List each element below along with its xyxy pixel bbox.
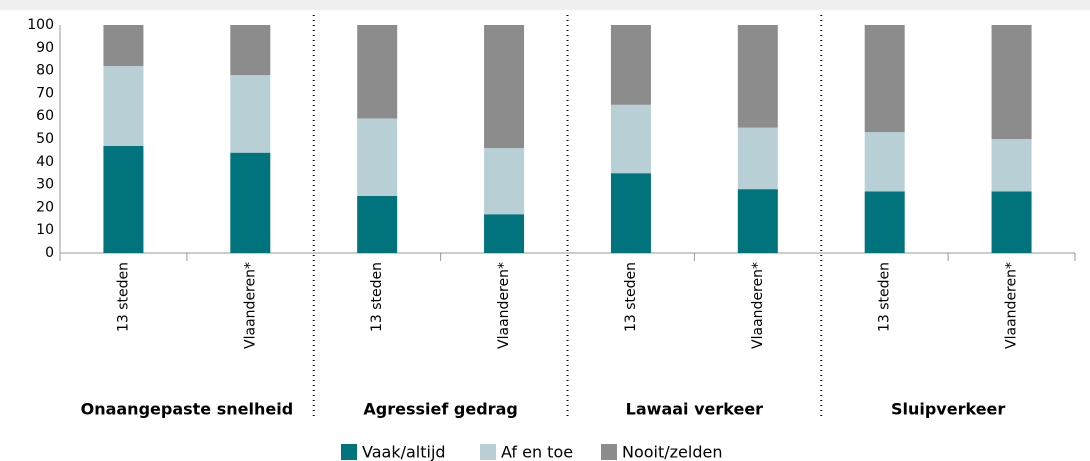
legend-swatch [601,444,617,460]
legend-label: Af en toe [501,443,573,461]
y-tick-label: 10 [36,222,54,238]
bar-segment [103,66,144,146]
group-label: Onaangepaste snelheid [81,400,294,419]
group-label: Lawaai verkeer [626,400,764,419]
group-label: Sluipverkeer [891,400,1005,419]
bar-segment [610,173,651,253]
y-tick-label: 0 [45,245,54,261]
bar-segment [484,214,525,253]
bar-segment [991,191,1032,253]
bar-segment [864,191,905,253]
x-tick-label: Vlaanderen* [1004,262,1020,349]
bar-segment [484,148,525,215]
bar-segment [737,189,778,253]
x-tick-label: 13 steden [115,262,131,332]
bar-segment [610,25,651,105]
bar-segment [103,145,144,253]
y-tick-label: 70 [36,85,54,101]
bar-segment [230,75,271,153]
bar-segment [230,152,271,253]
x-tick-label: Vlaanderen* [496,262,512,349]
bar-segment [737,25,778,128]
x-tick-label: 13 steden [623,262,639,332]
bar-segment [610,104,651,174]
x-tick-label: Vlaanderen* [242,262,258,349]
bar-segment [864,132,905,192]
x-tick-label: 13 steden [369,262,385,332]
bar-segment [991,25,1032,139]
legend-label: Nooit/zelden [622,443,722,461]
legend-swatch [480,444,496,460]
bar-segment [357,25,398,119]
bar-segment [864,25,905,133]
y-tick-label: 80 [36,63,54,79]
bar-segment [484,25,525,149]
x-tick-label: 13 steden [877,262,893,332]
x-tick-label: Vlaanderen* [750,262,766,349]
bar-segment [230,25,271,76]
bar-segment [737,127,778,190]
y-tick-label: 40 [36,154,54,170]
y-tick-label: 100 [27,17,54,33]
y-tick-label: 20 [36,199,54,215]
y-tick-label: 30 [36,177,54,193]
top-strip [0,0,1090,10]
y-tick-label: 60 [36,108,54,124]
y-tick-label: 50 [36,131,54,147]
legend-swatch [341,444,357,460]
bar-segment [357,118,398,196]
bar-segment [357,196,398,253]
legend-label: Vaak/altijd [362,443,446,461]
y-tick-label: 90 [36,40,54,56]
bar-segment [103,25,144,67]
bar-segment [991,139,1032,192]
group-label: Agressief gedrag [363,400,517,419]
